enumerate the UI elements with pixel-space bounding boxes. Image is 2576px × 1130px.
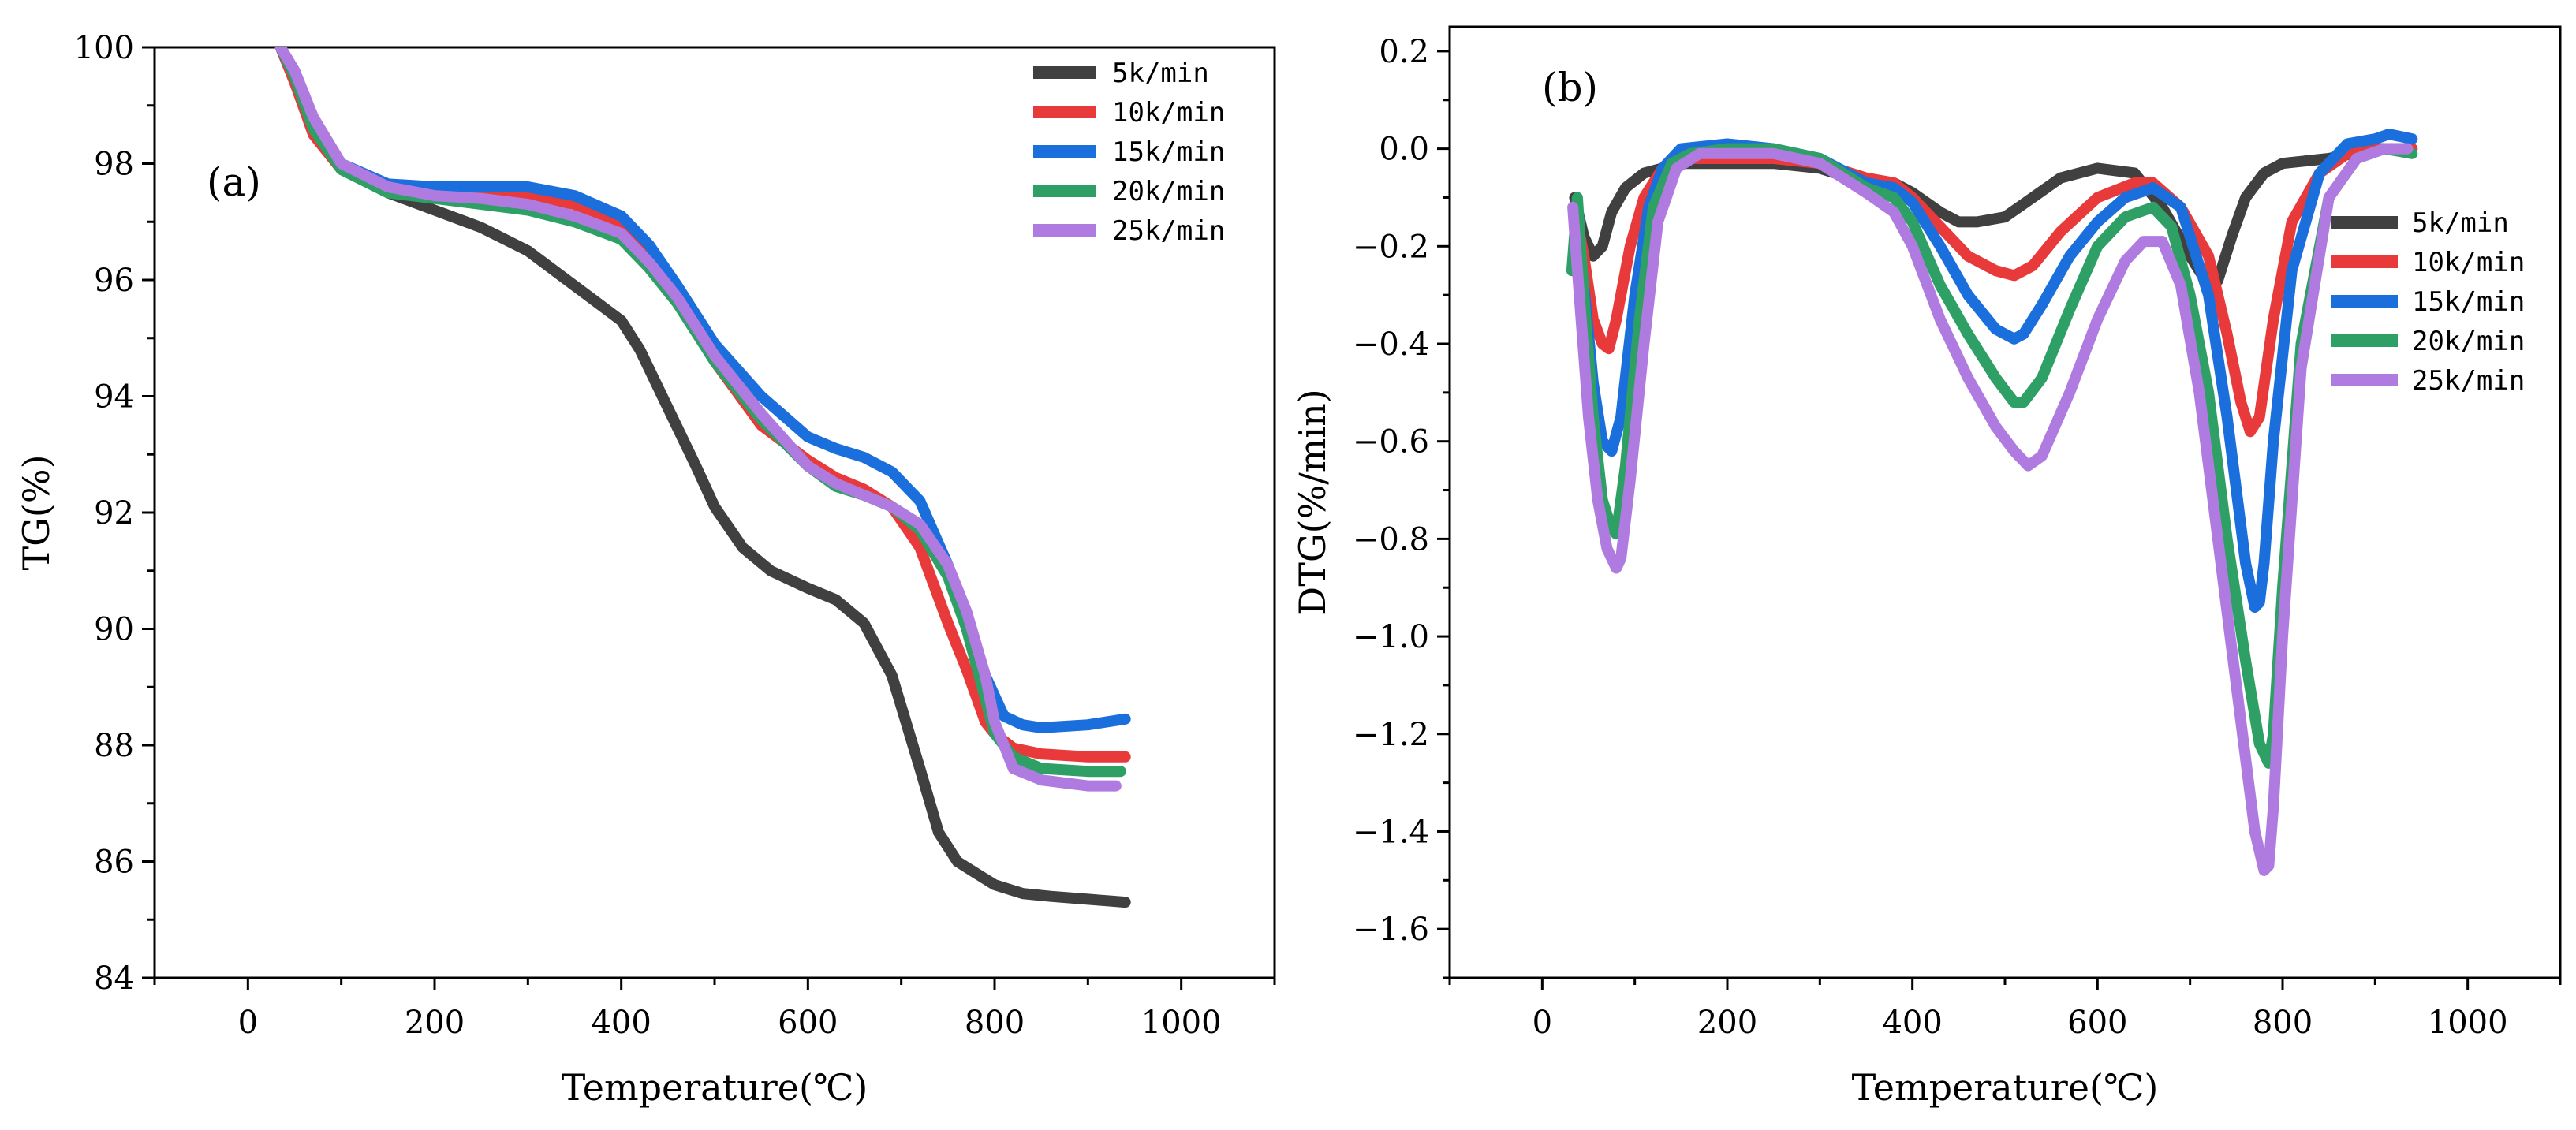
legend-label: 25k/min xyxy=(2412,365,2525,397)
y-tick-label: −0.4 xyxy=(1353,326,1429,363)
legend-label: 5k/min xyxy=(1112,58,1209,89)
y-tick-label: −1.2 xyxy=(1353,717,1429,753)
panel-b: 0 200 400 600 800 1000 0.2 0.0 −0.2 −0.4 −0.6 −0.8 −… xyxy=(1291,25,2562,1109)
legend-label: 10k/min xyxy=(2412,247,2525,278)
legend-label: 25k/min xyxy=(1112,215,1225,247)
x-tick-label: 0 xyxy=(1533,1005,1552,1041)
y-axis-title: DTG(%/min) xyxy=(1291,389,1334,615)
series-line-15k-per-min xyxy=(274,47,1131,733)
panel-a: 0 200 400 600 800 1000 84 86 88 90 92 94 96 98 100 Temp… xyxy=(15,30,1276,1109)
x-tick-label: 800 xyxy=(965,1005,1025,1041)
y-tick-label: 94 xyxy=(94,379,134,416)
series-line-25k-per-min xyxy=(1567,143,2414,876)
series-line-20k-per-min xyxy=(274,47,1126,778)
series-line-25k-per-min xyxy=(274,47,1122,792)
x-tick-label: 1000 xyxy=(2428,1005,2508,1041)
y-tick-label: 84 xyxy=(94,960,134,997)
series-line-15k-per-min xyxy=(1569,129,2418,613)
series-line-5k-per-min xyxy=(1569,143,2409,291)
series-line-5k-per-min xyxy=(274,47,1131,908)
x-tick-label: 0 xyxy=(238,1005,258,1041)
legend-label: 5k/min xyxy=(2412,207,2509,239)
y-tick-label: 86 xyxy=(94,845,134,881)
x-tick-label: 200 xyxy=(1697,1005,1757,1041)
x-tick-label: 400 xyxy=(591,1005,651,1041)
y-tick-label: −0.2 xyxy=(1353,229,1429,265)
y-tick-label: 92 xyxy=(94,495,134,531)
legend-label: 10k/min xyxy=(1112,97,1225,129)
x-tick-label: 600 xyxy=(778,1005,838,1041)
panel-label: (b) xyxy=(1542,65,1598,110)
series-line-20k-per-min xyxy=(1566,143,2418,769)
y-tick-label: 0.2 xyxy=(1379,34,1429,70)
x-axis-title: Temperature(℃) xyxy=(1852,1066,2159,1109)
y-tick-label: −0.8 xyxy=(1353,521,1429,558)
y-tick-label: −0.6 xyxy=(1353,424,1429,461)
series-line-10k-per-min xyxy=(1569,143,2418,438)
x-tick-label: 200 xyxy=(405,1005,465,1041)
x-tick-label: 800 xyxy=(2253,1005,2313,1041)
y-tick-label: 100 xyxy=(74,30,134,66)
legend-label: 20k/min xyxy=(2412,326,2525,357)
y-axis-title: TG(%) xyxy=(15,454,58,570)
x-axis-title: Temperature(℃) xyxy=(562,1066,868,1109)
panel-label: (a) xyxy=(207,159,261,205)
y-tick-label: 96 xyxy=(94,263,134,299)
y-tick-label: 0.0 xyxy=(1379,132,1429,168)
series-line-10k-per-min xyxy=(274,47,1131,763)
y-tick-label: 88 xyxy=(94,728,134,764)
x-tick-label: 400 xyxy=(1882,1005,1942,1041)
y-tick-label: 98 xyxy=(94,147,134,183)
y-tick-label: −1.0 xyxy=(1353,619,1429,655)
legend-label: 15k/min xyxy=(2412,286,2525,318)
x-tick-label: 1000 xyxy=(1141,1005,1222,1041)
y-tick-label: −1.6 xyxy=(1353,912,1429,948)
x-tick-label: 600 xyxy=(2067,1005,2127,1041)
y-tick-label: 90 xyxy=(94,612,134,648)
y-tick-label: −1.4 xyxy=(1353,814,1429,850)
legend-label: 15k/min xyxy=(1112,136,1225,168)
legend-label: 20k/min xyxy=(1112,176,1225,207)
